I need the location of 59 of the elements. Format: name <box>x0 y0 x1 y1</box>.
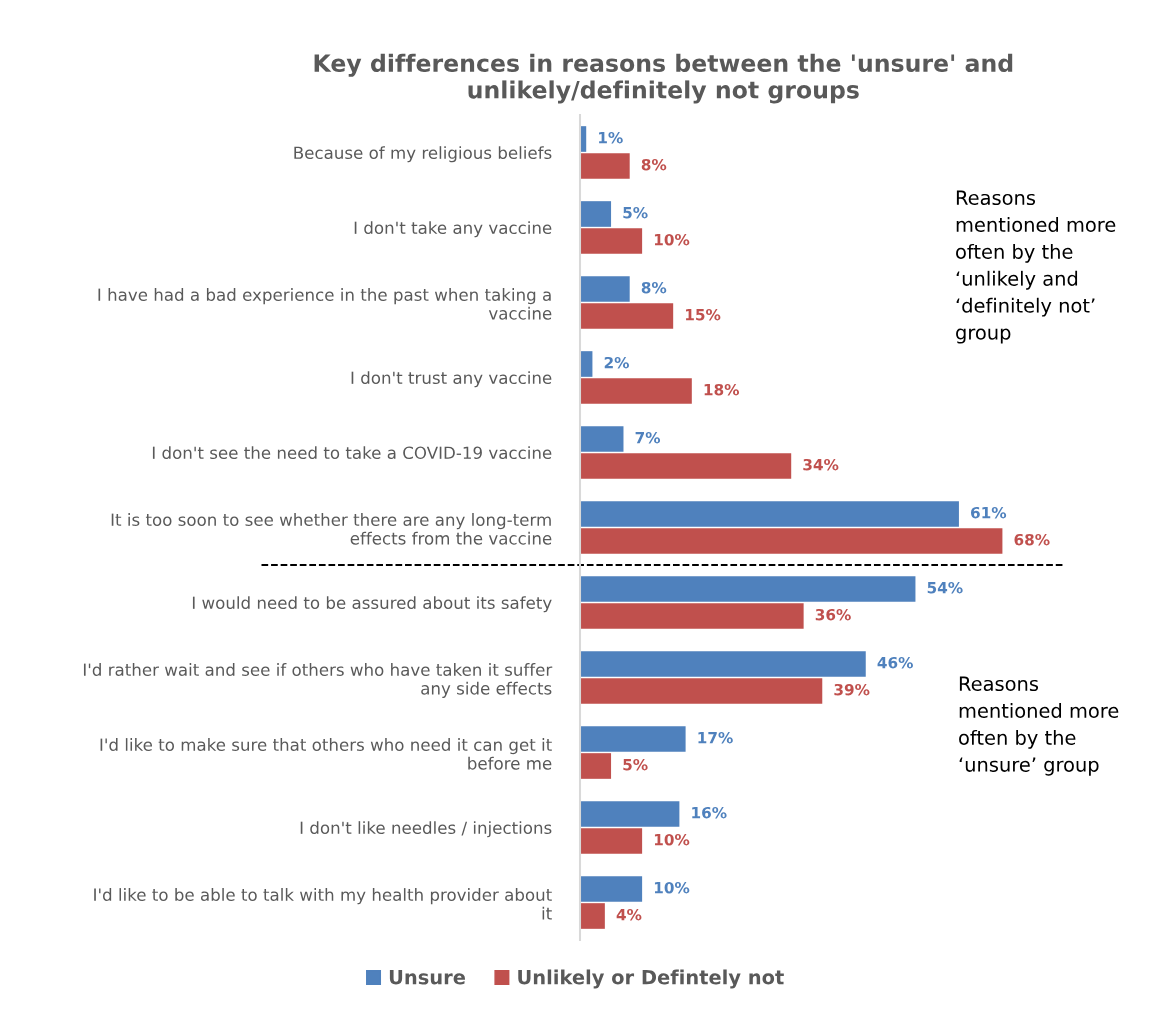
bar <box>580 726 686 752</box>
bar <box>580 528 1003 554</box>
chart-title: Key differences in reasons between the 'unsure' and unlikely/definitely not groups <box>314 53 1013 104</box>
bar <box>580 276 630 302</box>
y-tick-label: I don't take any vaccine <box>354 221 552 238</box>
data-label: 5% <box>623 206 648 219</box>
bar <box>580 753 612 779</box>
y-tick-label: I'd like to make sure that others who need it can get it before me <box>100 738 552 770</box>
y-tick-label: I don't like needles / injections <box>300 821 552 838</box>
y-tick-label: I don't trust any vaccine <box>351 371 552 388</box>
data-label: 2% <box>604 356 629 369</box>
data-label: 34% <box>803 458 839 471</box>
data-label: 8% <box>641 281 667 294</box>
legend-label: Unlikely or Defintely not <box>518 969 784 989</box>
annotation: Reasons mentioned more often by the ‘unlikely and ‘definitely not’ group <box>956 190 1116 344</box>
data-label: 54% <box>927 581 963 594</box>
bar <box>580 828 643 854</box>
y-tick-label: I'd like to be able to talk with my health provider about it <box>94 888 552 920</box>
bar <box>580 201 612 227</box>
bar <box>580 228 643 254</box>
bar <box>580 603 804 629</box>
y-tick-label: I have had a bad experience in the past when taking a vaccine <box>98 288 552 320</box>
bar <box>580 453 792 479</box>
bar <box>580 801 680 827</box>
bar <box>580 903 605 929</box>
data-label: 7% <box>635 431 661 444</box>
bar <box>580 351 593 377</box>
bar <box>580 153 630 179</box>
bar <box>580 678 823 704</box>
legend-label: Unsure <box>389 970 465 985</box>
data-label: 36% <box>815 608 851 621</box>
y-tick-label: I don't see the need to take a COVID-19 vaccine <box>152 446 552 460</box>
data-label: 17% <box>698 731 733 744</box>
data-label: 61% <box>970 506 1007 519</box>
data-label: 15% <box>686 308 721 321</box>
annotation: Reasons mentioned more often by the ‘unsure’ group <box>959 676 1119 776</box>
data-label: 1% <box>599 131 623 144</box>
y-tick-label: It is too soon to see whether there are any long-term effects from the vaccine <box>111 513 552 545</box>
bar <box>580 876 643 902</box>
bar <box>580 303 674 329</box>
data-label: 39% <box>834 683 870 696</box>
data-label: 8% <box>641 158 667 171</box>
data-label: 16% <box>692 806 727 819</box>
data-label: 4% <box>616 908 642 921</box>
y-tick-label: Because of my religious beliefs <box>294 146 552 163</box>
bar <box>580 651 866 677</box>
data-label: 10% <box>654 833 690 846</box>
data-label: 18% <box>704 383 740 396</box>
data-label: 68% <box>1014 533 1050 546</box>
bar <box>580 576 916 602</box>
bar <box>580 378 692 404</box>
y-tick-label: I'd rather wait and see if others who have taken it suffer any side effects <box>83 663 553 698</box>
bar <box>580 426 624 452</box>
data-label: 10% <box>654 881 690 894</box>
data-label: 5% <box>623 758 648 771</box>
data-label: 46% <box>877 656 913 669</box>
bar <box>580 501 959 527</box>
y-tick-label: I would need to be assured about its safety <box>192 596 552 613</box>
data-label: 10% <box>654 233 690 246</box>
